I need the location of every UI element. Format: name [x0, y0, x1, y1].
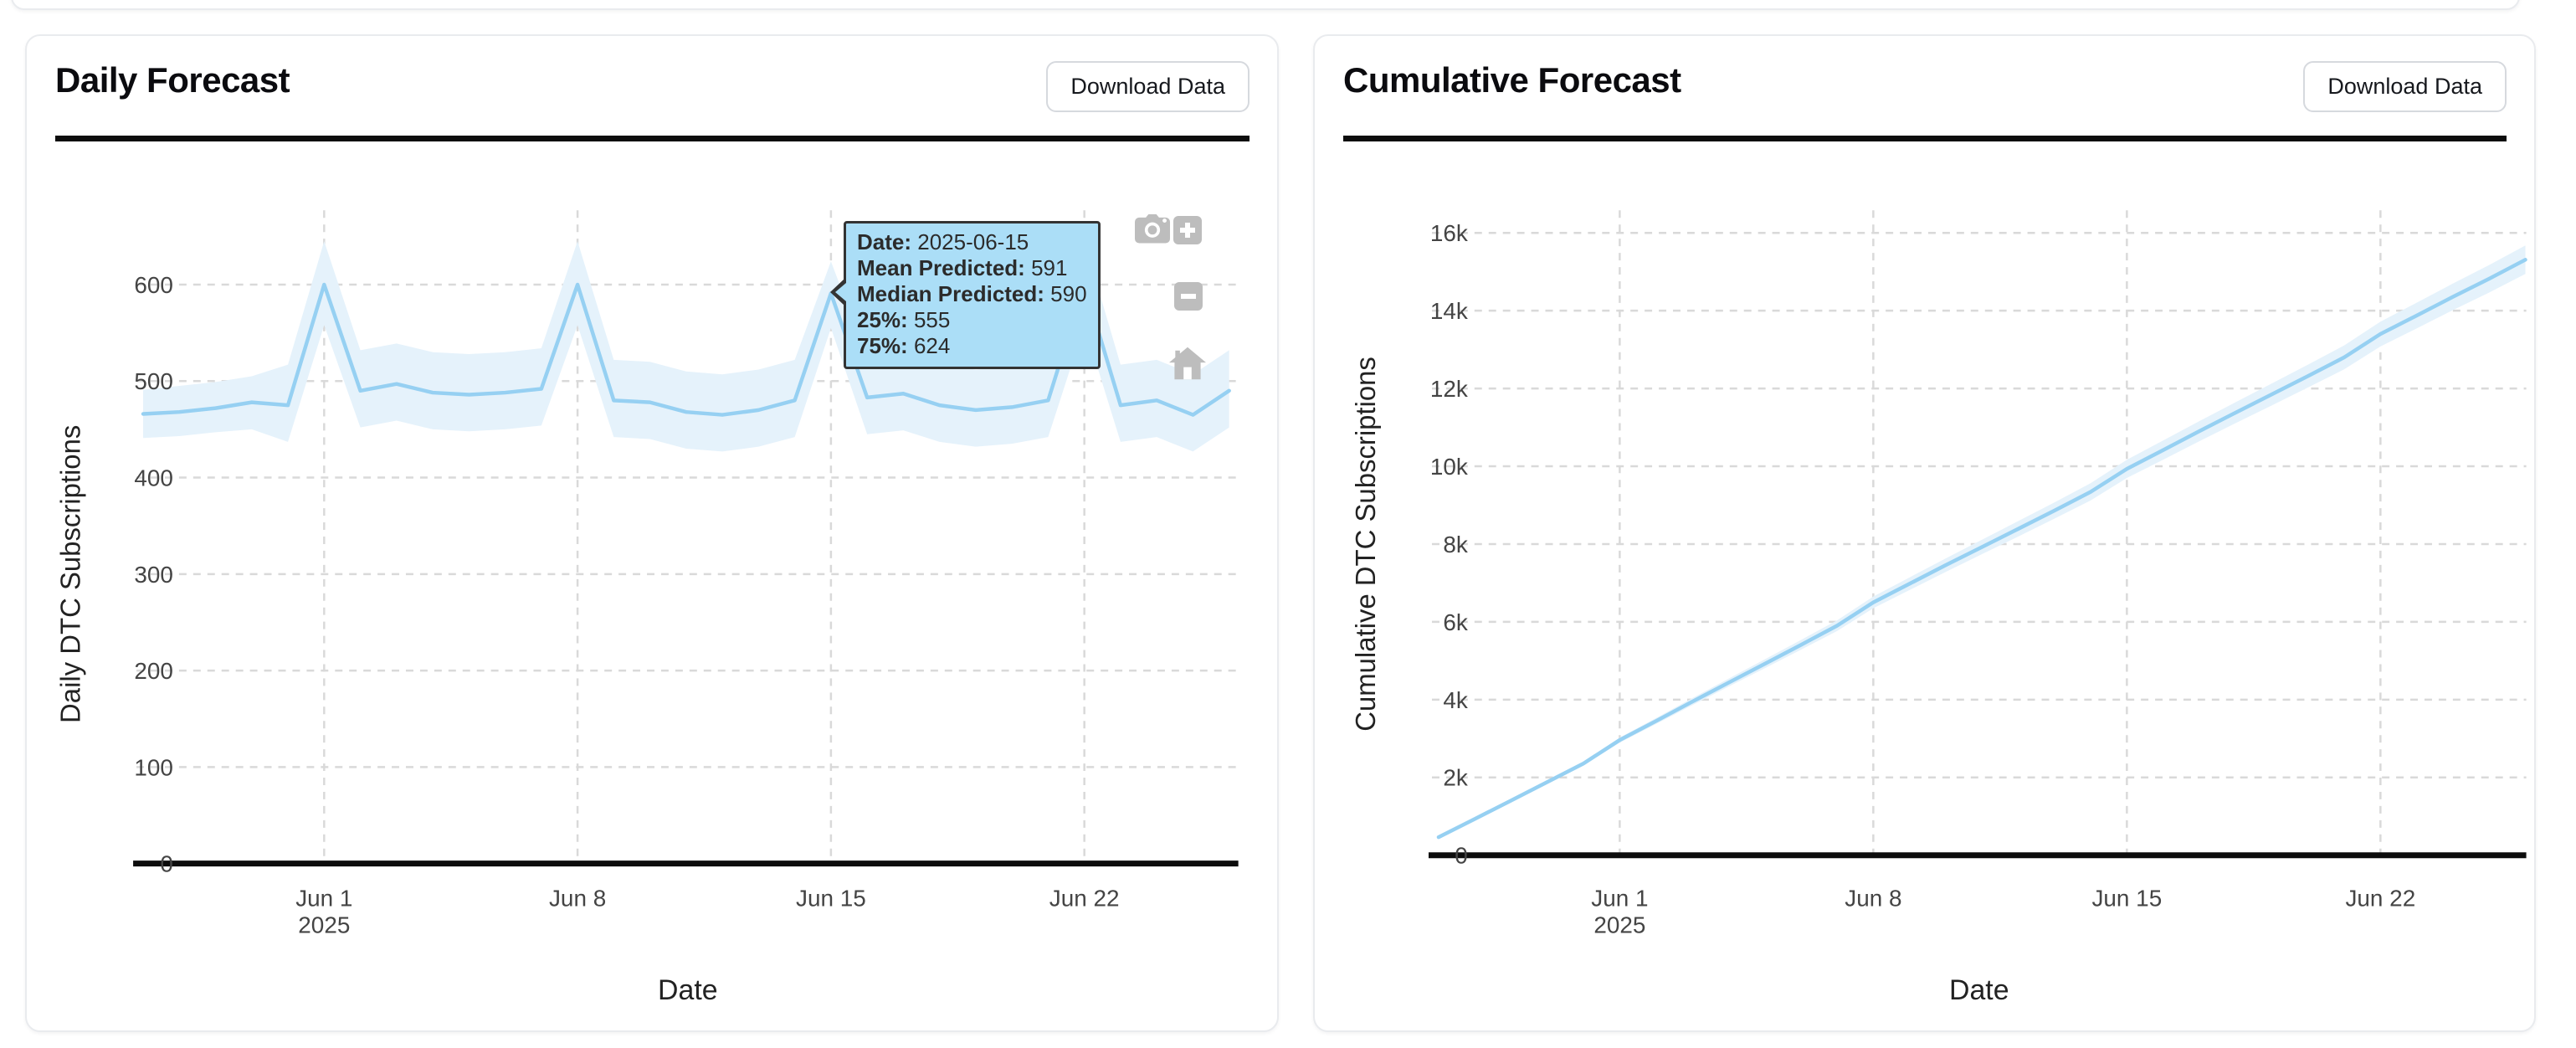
- svg-text:Jun 8: Jun 8: [1845, 886, 1901, 912]
- plotly-modebar: [27, 36, 1277, 1030]
- tooltip-q75-row: 75%: 624: [857, 333, 951, 358]
- tooltip-date-row: Date: 2025-06-15: [857, 229, 1029, 254]
- previous-card-bottom-edge: [11, 0, 2520, 10]
- svg-text:Jun 22: Jun 22: [1049, 886, 1120, 912]
- svg-text:500: 500: [134, 368, 173, 394]
- card-header: Cumulative Forecast Download Data: [1343, 60, 2507, 112]
- svg-text:2025: 2025: [298, 912, 350, 938]
- svg-text:600: 600: [134, 272, 173, 298]
- svg-text:0: 0: [160, 851, 173, 877]
- tooltip-mean-row: Mean Predicted: 591: [857, 255, 1068, 280]
- svg-text:400: 400: [134, 465, 173, 491]
- tooltip-median-row: Median Predicted: 590: [857, 281, 1087, 306]
- cumulative-forecast-title: Cumulative Forecast: [1343, 60, 1681, 100]
- svg-text:300: 300: [134, 562, 173, 588]
- svg-text:6k: 6k: [1443, 609, 1468, 635]
- daily-forecast-card: Daily Forecast Download Data 0 100 200 300 4…: [25, 34, 1279, 1032]
- svg-text:4k: 4k: [1443, 687, 1468, 713]
- svg-text:2025: 2025: [1593, 912, 1645, 938]
- svg-text:200: 200: [134, 658, 173, 684]
- svg-text:8k: 8k: [1443, 532, 1468, 557]
- zoom-in-icon[interactable]: [1173, 216, 1202, 244]
- svg-text:10k: 10k: [1430, 454, 1468, 480]
- tooltip-q25-row: 25%: 555: [857, 307, 951, 332]
- cumulative-forecast-card: Cumulative Forecast Download Data 0 2k 4k 6…: [1313, 34, 2536, 1032]
- svg-text:Cumulative DTC Subscriptions: Cumulative DTC Subscriptions: [1350, 357, 1381, 732]
- svg-text:Date: Date: [658, 974, 718, 1006]
- home-icon[interactable]: [1169, 347, 1206, 380]
- card-header: Daily Forecast Download Data: [55, 60, 1250, 112]
- svg-text:100: 100: [134, 754, 173, 780]
- title-underline: [55, 136, 1250, 141]
- svg-text:Jun 8: Jun 8: [549, 886, 606, 912]
- svg-text:14k: 14k: [1430, 298, 1468, 324]
- zoom-out-icon[interactable]: [1174, 282, 1203, 311]
- svg-text:0: 0: [1455, 843, 1468, 869]
- hover-tooltip: Date: 2025-06-15 Mean Predicted: 591 Med…: [830, 221, 1101, 369]
- daily-forecast-title: Daily Forecast: [55, 60, 290, 100]
- svg-text:Date: Date: [1949, 974, 2009, 1006]
- svg-text:16k: 16k: [1430, 220, 1468, 246]
- title-underline: [1343, 136, 2507, 141]
- camera-icon[interactable]: [1135, 213, 1170, 244]
- svg-text:Jun 1: Jun 1: [1591, 886, 1648, 912]
- svg-text:Jun 22: Jun 22: [2345, 886, 2415, 912]
- svg-text:12k: 12k: [1430, 376, 1468, 402]
- svg-text:Daily DTC Subscriptions: Daily DTC Subscriptions: [54, 425, 85, 723]
- svg-text:Jun 15: Jun 15: [796, 886, 866, 912]
- download-data-button[interactable]: Download Data: [1046, 61, 1250, 112]
- svg-text:Jun 1: Jun 1: [295, 886, 352, 912]
- svg-text:2k: 2k: [1443, 765, 1468, 791]
- svg-text:Jun 15: Jun 15: [2091, 886, 2162, 912]
- download-data-button[interactable]: Download Data: [2303, 61, 2507, 112]
